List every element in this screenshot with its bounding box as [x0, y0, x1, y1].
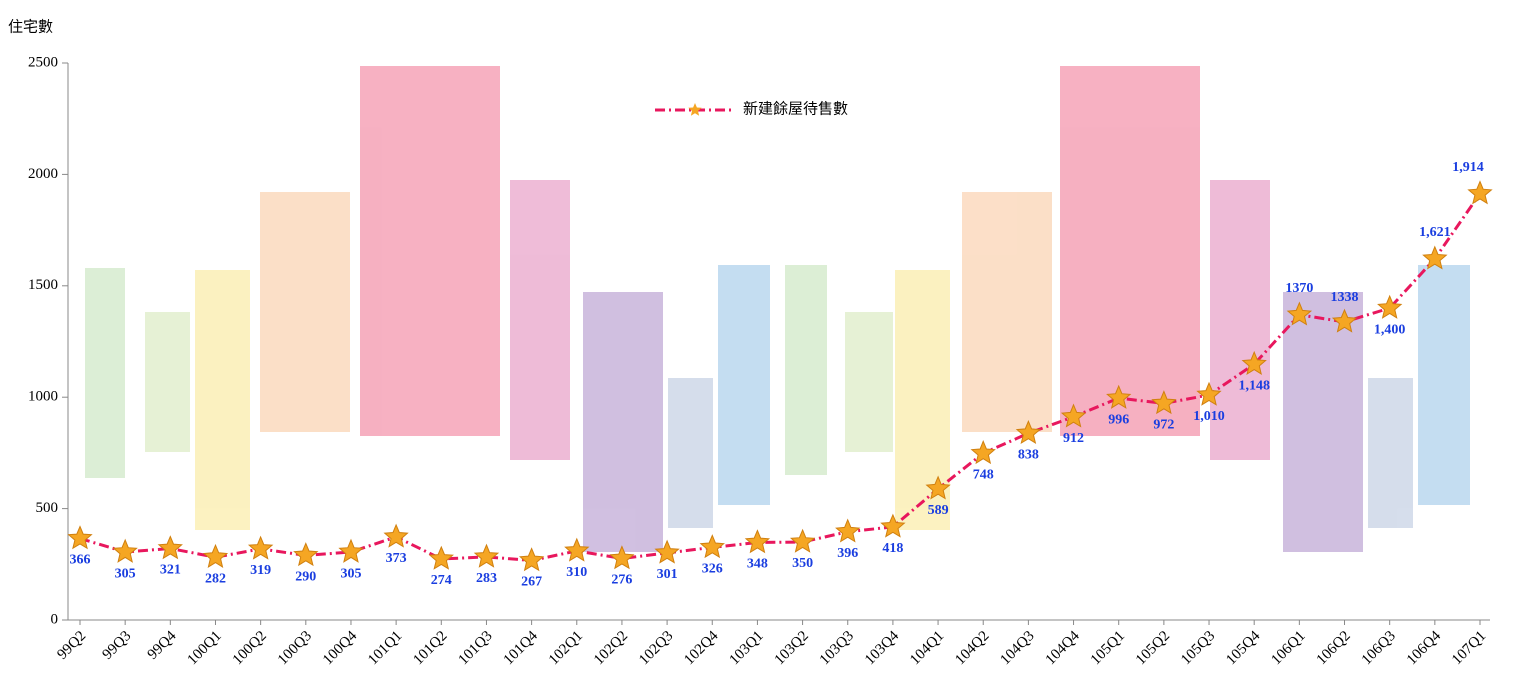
y-tick-label: 2500	[28, 54, 58, 70]
value-label: 996	[1108, 412, 1129, 427]
value-label: 348	[747, 557, 768, 572]
value-label: 1,400	[1374, 322, 1406, 337]
point-marker	[836, 520, 859, 542]
x-tick-label: 106Q1	[1268, 628, 1308, 668]
x-tick-label: 101Q2	[410, 628, 450, 668]
value-label: 274	[431, 573, 452, 588]
value-label: 1,914	[1452, 160, 1484, 175]
value-label: 305	[340, 566, 361, 581]
x-tick-label: 100Q2	[230, 628, 270, 668]
x-tick-label: 99Q3	[100, 628, 135, 663]
x-tick-label: 105Q3	[1178, 628, 1218, 668]
x-tick-label: 103Q1	[726, 628, 766, 668]
value-label: 589	[928, 503, 949, 518]
x-tick-label: 100Q1	[185, 628, 225, 668]
y-tick-label: 1000	[28, 389, 58, 405]
x-tick-label: 105Q1	[1088, 628, 1128, 668]
x-tick-label: 101Q4	[501, 628, 542, 669]
x-tick-label: 103Q3	[817, 628, 857, 668]
legend-marker	[688, 103, 701, 116]
value-label: 276	[611, 573, 632, 588]
x-tick-label: 102Q3	[636, 628, 676, 668]
value-label: 366	[70, 553, 91, 568]
point-marker	[249, 537, 272, 559]
y-tick-label: 1500	[28, 277, 58, 293]
x-tick-label: 101Q3	[456, 628, 496, 668]
point-marker	[746, 531, 769, 553]
value-label: 301	[657, 567, 678, 582]
value-label: 972	[1153, 418, 1174, 433]
point-marker	[430, 547, 453, 569]
value-label: 396	[837, 546, 858, 561]
value-label: 1338	[1331, 290, 1359, 305]
x-tick-label: 104Q2	[952, 628, 992, 668]
point-marker	[520, 549, 543, 571]
value-label: 1,148	[1238, 378, 1270, 393]
background-buildings	[85, 66, 1470, 552]
value-label: 373	[386, 551, 407, 566]
y-tick-label: 500	[36, 500, 59, 516]
y-tick-label: 2000	[28, 166, 58, 182]
x-tick-label: 104Q1	[907, 628, 947, 668]
point-marker	[294, 543, 317, 565]
x-tick-label: 99Q4	[145, 628, 180, 663]
point-marker	[791, 530, 814, 552]
value-label: 310	[566, 565, 587, 580]
x-tick-label: 104Q3	[997, 628, 1037, 668]
x-tick-label: 101Q1	[365, 628, 405, 668]
x-tick-label: 106Q4	[1404, 628, 1445, 669]
x-tick-label: 103Q4	[862, 628, 903, 669]
value-label: 321	[160, 563, 181, 578]
value-label: 912	[1063, 431, 1084, 446]
value-label: 290	[295, 570, 316, 585]
point-marker	[159, 537, 182, 559]
value-label: 418	[882, 541, 903, 556]
value-label: 305	[115, 566, 136, 581]
point-marker	[114, 540, 137, 562]
x-tick-label: 99Q2	[54, 628, 89, 663]
value-label: 267	[521, 575, 542, 590]
point-marker	[69, 527, 92, 549]
x-tick-label: 104Q4	[1043, 628, 1084, 669]
point-marker	[701, 535, 724, 557]
x-tick-label: 106Q3	[1359, 628, 1399, 668]
x-tick-label: 102Q4	[681, 628, 722, 669]
x-tick-label: 100Q3	[275, 628, 315, 668]
point-marker	[340, 540, 363, 562]
x-tick-label: 105Q2	[1133, 628, 1173, 668]
value-label: 1370	[1285, 281, 1313, 296]
y-axis-label: 住宅數	[8, 18, 53, 35]
value-label: 350	[792, 556, 813, 571]
x-tick-label: 102Q2	[591, 628, 631, 668]
chart: 住宅數 0500100015002000250099Q299Q399Q4100Q…	[0, 0, 1514, 689]
x-tick-label: 102Q1	[546, 628, 586, 668]
x-tick-label: 100Q4	[320, 628, 361, 669]
value-label: 319	[250, 563, 271, 578]
value-label: 282	[205, 571, 226, 586]
value-label: 283	[476, 571, 497, 586]
point-marker	[385, 525, 408, 547]
value-label: 838	[1018, 448, 1039, 463]
value-label: 1,010	[1193, 409, 1225, 424]
point-marker	[475, 545, 498, 567]
legend-label: 新建餘屋待售數	[743, 100, 848, 117]
y-tick-label: 0	[51, 611, 59, 627]
value-label: 326	[702, 562, 723, 577]
value-label: 1,621	[1419, 225, 1451, 240]
point-marker	[1469, 182, 1492, 204]
value-label: 748	[973, 468, 994, 483]
x-tick-label: 103Q2	[772, 628, 812, 668]
point-marker	[204, 545, 227, 567]
x-tick-label: 107Q1	[1449, 628, 1489, 668]
x-tick-label: 105Q4	[1223, 628, 1264, 669]
x-tick-label: 106Q2	[1314, 628, 1354, 668]
